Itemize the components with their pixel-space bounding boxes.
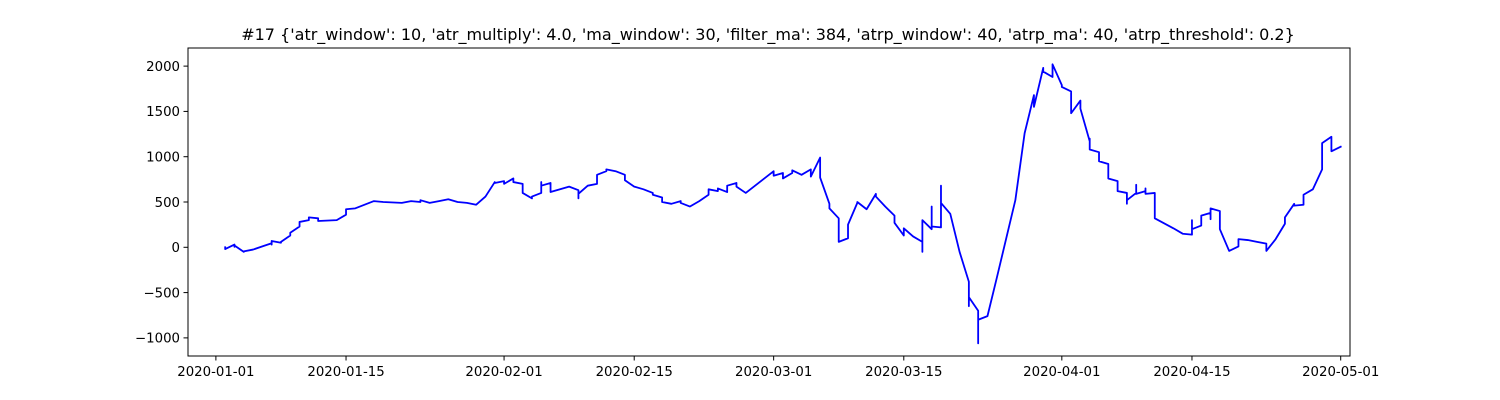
x-tick-label: 2020-03-01 [735,365,812,380]
x-tick-label: 2020-05-01 [1302,365,1379,380]
x-tick-label: 2020-01-15 [307,365,384,380]
series-line [224,63,1342,345]
plot-area: 2020-01-01 2020-01-15 2020-02-01 2020-02-15… [135,47,1379,380]
y-tick-label: −1000 [135,332,180,347]
y-tick-label: 500 [155,196,180,211]
chart-title: #17 {'atr_window': 10, 'atr_multiply': 4… [241,25,1295,45]
x-tick-label: 2020-01-01 [177,365,254,380]
y-tick-label: 0 [172,241,180,256]
x-tick-label: 2020-03-15 [865,365,942,380]
y-tick-label: 1000 [146,151,180,166]
x-tick-label: 2020-02-01 [465,365,542,380]
y-tick-label: 1500 [146,105,180,120]
y-tick-label: −500 [143,286,180,301]
y-tick-label: 2000 [146,60,180,75]
x-tick-label: 2020-04-15 [1153,365,1230,380]
x-tick-label: 2020-02-15 [596,365,673,380]
x-tick-label: 2020-04-01 [1023,365,1100,380]
